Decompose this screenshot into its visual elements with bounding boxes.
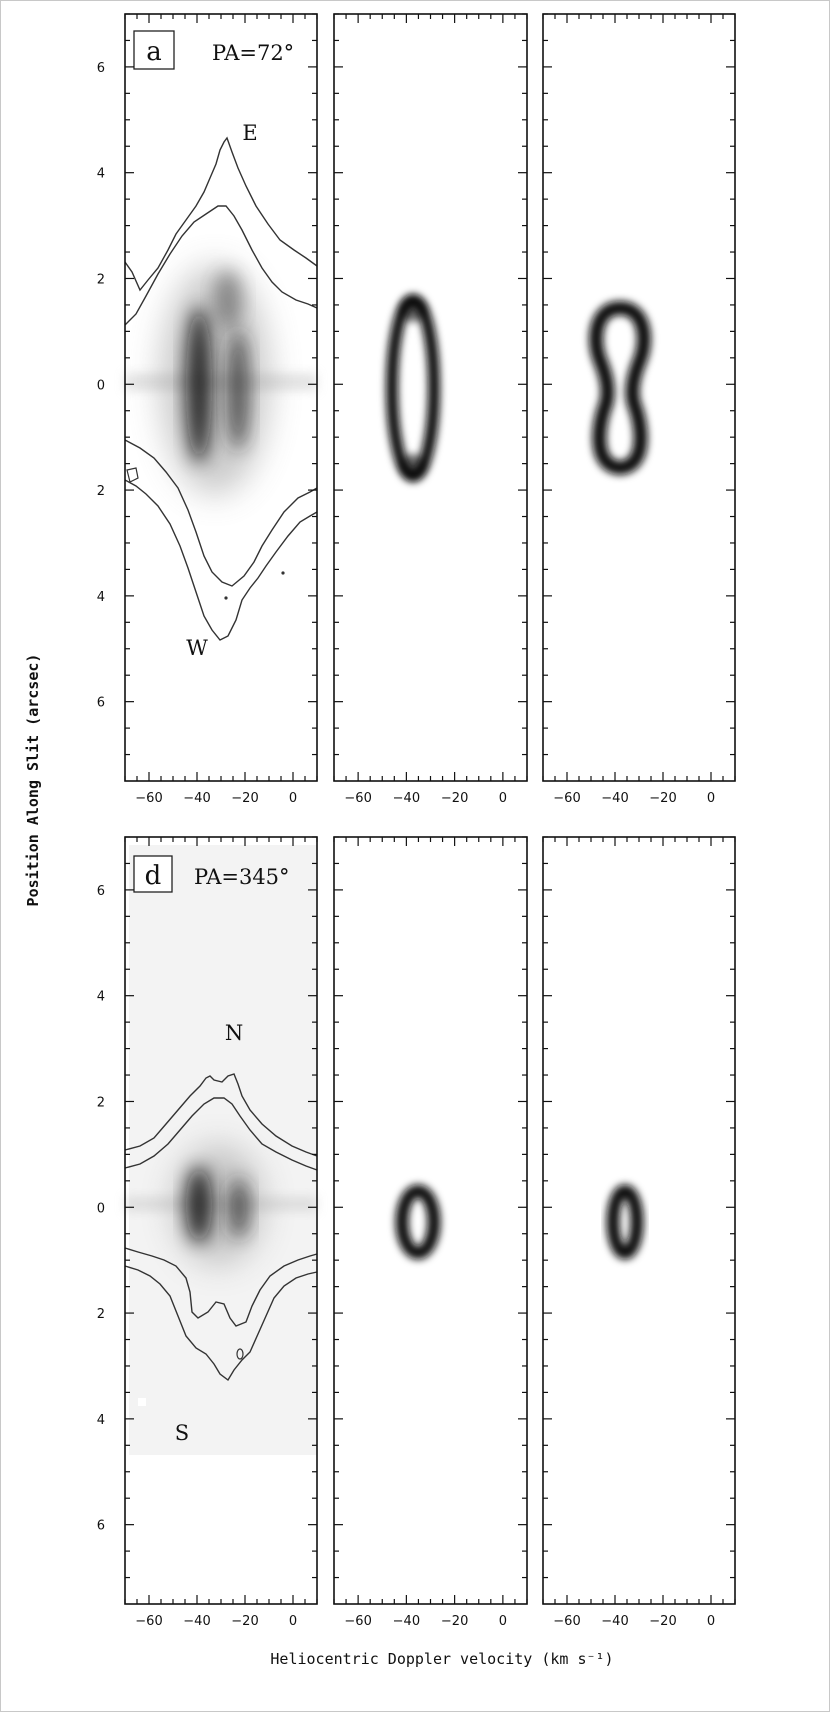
emission-lobe-upper <box>214 270 242 330</box>
panel-top-right <box>589 300 651 476</box>
panel-bottom-middle <box>395 1184 441 1260</box>
annotation-w: W <box>186 636 208 660</box>
y-tick-label: 0 <box>97 1201 105 1216</box>
position-angle-label: PA=345° <box>194 865 290 889</box>
y-tick-label: 6 <box>97 696 105 711</box>
x-tick-label: −20 <box>231 791 258 806</box>
x-tick-label: −40 <box>183 791 210 806</box>
y-tick-label: 2 <box>97 1307 105 1322</box>
emission-arc-left <box>186 1167 212 1243</box>
model-ring <box>386 294 440 482</box>
x-tick-label: 0 <box>707 1614 715 1629</box>
contour-inner-upper <box>124 205 318 326</box>
x-tick-label: 0 <box>707 791 715 806</box>
x-tick-label: 0 <box>289 1614 297 1629</box>
x-tick-label: −40 <box>601 791 628 806</box>
panel-top-middle <box>386 294 440 482</box>
contour-outer-upper <box>124 1073 318 1157</box>
panel-letter-d: d <box>145 861 162 891</box>
contour-inner-lower <box>124 439 318 587</box>
contour-speck <box>224 596 228 600</box>
contour-inner-upper <box>124 1097 318 1171</box>
y-tick-label: 2 <box>97 1095 105 1110</box>
x-tick-label: −20 <box>441 1614 468 1629</box>
panel-letter-box <box>133 30 175 70</box>
y-axis-title: Position Along Slit (arcsec) <box>24 654 42 907</box>
y-tick-label: 6 <box>97 1519 105 1534</box>
y-tick-label: 4 <box>97 1413 105 1428</box>
y-tick-label: 2 <box>97 272 105 287</box>
emission-arc-right <box>227 330 249 450</box>
x-axis-title: Heliocentric Doppler velocity (km s⁻¹) <box>270 1650 613 1668</box>
x-tick-label: −20 <box>649 1614 676 1629</box>
axes-layer: −60 −40 −20 0 6 4 2 0 2 4 6 −60 −40 −20 0 −60 −40 −20 0 −60… <box>97 13 736 1629</box>
x-tick-label: −20 <box>649 791 676 806</box>
x-tick-label: −40 <box>183 1614 210 1629</box>
x-tick-label: 0 <box>499 791 507 806</box>
y-tick-label: 4 <box>97 167 105 182</box>
ring-bright-bottom <box>400 454 426 478</box>
contour-outer-lower <box>124 479 318 641</box>
contour-outer-lower <box>124 1265 318 1382</box>
ring-bright-top <box>400 298 426 322</box>
y-tick-label: 4 <box>97 990 105 1005</box>
x-tick-label: −20 <box>441 791 468 806</box>
panel-0-image <box>124 136 318 641</box>
y-tick-label: 0 <box>97 378 105 393</box>
x-tick-label: −60 <box>135 1614 162 1629</box>
model-ring <box>606 1184 644 1260</box>
model-ring <box>395 1184 441 1260</box>
x-tick-label: 0 <box>499 1614 507 1629</box>
contour-inner-lower <box>124 1247 318 1327</box>
x-tick-label: −20 <box>231 1614 258 1629</box>
annotation-s: S <box>175 1421 189 1445</box>
panel-letter-a: a <box>146 37 162 67</box>
contour-speck <box>281 571 285 575</box>
image-artifact <box>138 1398 146 1406</box>
contour-blob <box>126 467 139 483</box>
annotation-e: E <box>242 121 257 145</box>
model-peanut-ring <box>589 300 651 476</box>
contour-outer-upper <box>124 136 318 292</box>
y-tick-label: 6 <box>97 61 105 76</box>
x-tick-label: −60 <box>344 791 371 806</box>
panel-bottom-left: N S d PA=345° <box>124 845 318 1455</box>
x-tick-label: −40 <box>601 1614 628 1629</box>
x-tick-label: −60 <box>344 1614 371 1629</box>
position-angle-label: PA=72° <box>212 41 294 65</box>
x-tick-label: −60 <box>553 1614 580 1629</box>
contour-blob <box>236 1348 244 1360</box>
annotation-n: N <box>225 1021 243 1045</box>
x-tick-label: −60 <box>135 791 162 806</box>
panel-bottom-right <box>606 1184 644 1260</box>
x-tick-label: −60 <box>553 791 580 806</box>
x-tick-label: −40 <box>393 1614 420 1629</box>
panel-letter-box <box>133 855 173 893</box>
emission-arc-right <box>229 1178 249 1238</box>
y-tick-label: 2 <box>97 484 105 499</box>
y-tick-label: 4 <box>97 590 105 605</box>
emission-arc-left <box>186 307 212 463</box>
panel-top-left: E W a PA=72° <box>124 30 318 660</box>
x-tick-label: 0 <box>289 791 297 806</box>
y-tick-label: 6 <box>97 884 105 899</box>
x-tick-label: −40 <box>393 791 420 806</box>
